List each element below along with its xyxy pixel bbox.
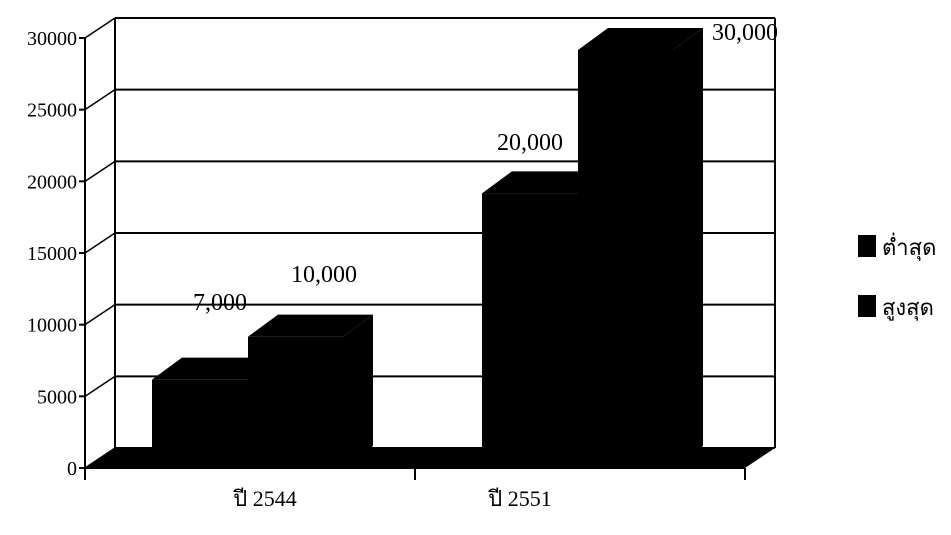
label-layer: 7,000 10,000 20,000 30,000 (193, 20, 778, 316)
bar-side-face (673, 28, 703, 468)
legend-item: ต่ำสุด (858, 232, 936, 261)
bar (482, 193, 577, 469)
data-label: 20,000 (497, 130, 563, 156)
bar-layer (152, 28, 703, 469)
y-tick-label: 20000 (27, 171, 77, 193)
legend-swatch (858, 295, 876, 317)
x-tick-label: ปี 2544 (232, 486, 297, 511)
y-tick-label: 5000 (37, 386, 77, 408)
y-tick-label: 30000 (27, 28, 77, 50)
bar (578, 50, 673, 468)
legend-swatch (858, 235, 876, 257)
side-gridline (84, 304, 116, 326)
bar-side-face (343, 314, 373, 468)
side-gridline (84, 89, 116, 111)
y-tick-label: 10000 (27, 315, 77, 337)
bar (152, 379, 247, 468)
y-tick-label: 25000 (27, 100, 77, 122)
x-tick-label: ปี 2551 (487, 486, 552, 511)
legend-label: ต่ำสุด (882, 232, 936, 261)
side-gridline (84, 160, 116, 182)
bar-top-face (248, 314, 373, 337)
data-label: 7,000 (193, 290, 247, 316)
bar (248, 336, 343, 468)
legend-label: สูงสุด (882, 295, 934, 321)
bar-top-face (152, 357, 277, 380)
bar-top-face (578, 28, 703, 50)
side-gridline (84, 232, 116, 254)
bar-top-face (482, 171, 607, 194)
legend-item: สูงสุด (858, 295, 934, 321)
data-label: 10,000 (291, 262, 357, 288)
side-gridline (84, 17, 116, 39)
legend: ต่ำสุดสูงสุด (858, 232, 936, 321)
y-tick-label: 15000 (27, 243, 77, 265)
y-tick-label: 0 (67, 458, 77, 480)
data-label: 30,000 (712, 20, 778, 46)
side-gridline (84, 375, 116, 397)
